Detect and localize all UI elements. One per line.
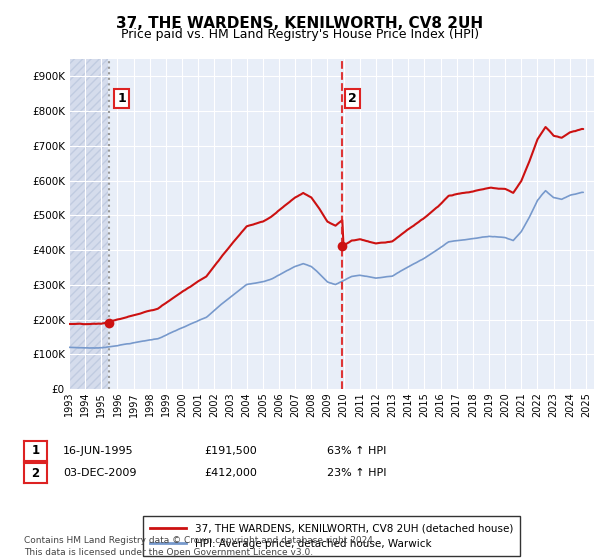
Text: 23% ↑ HPI: 23% ↑ HPI bbox=[327, 468, 386, 478]
Text: 1: 1 bbox=[31, 444, 40, 458]
Legend: 37, THE WARDENS, KENILWORTH, CV8 2UH (detached house), HPI: Average price, detac: 37, THE WARDENS, KENILWORTH, CV8 2UH (de… bbox=[143, 516, 520, 556]
Text: 63% ↑ HPI: 63% ↑ HPI bbox=[327, 446, 386, 456]
Text: Contains HM Land Registry data © Crown copyright and database right 2024.
This d: Contains HM Land Registry data © Crown c… bbox=[24, 536, 376, 557]
Text: 1: 1 bbox=[118, 92, 126, 105]
Text: £191,500: £191,500 bbox=[204, 446, 257, 456]
Text: 16-JUN-1995: 16-JUN-1995 bbox=[63, 446, 134, 456]
Text: £412,000: £412,000 bbox=[204, 468, 257, 478]
Text: 2: 2 bbox=[349, 92, 357, 105]
Text: Price paid vs. HM Land Registry's House Price Index (HPI): Price paid vs. HM Land Registry's House … bbox=[121, 28, 479, 41]
Text: 2: 2 bbox=[31, 466, 40, 480]
Text: 03-DEC-2009: 03-DEC-2009 bbox=[63, 468, 137, 478]
Text: 37, THE WARDENS, KENILWORTH, CV8 2UH: 37, THE WARDENS, KENILWORTH, CV8 2UH bbox=[116, 16, 484, 31]
